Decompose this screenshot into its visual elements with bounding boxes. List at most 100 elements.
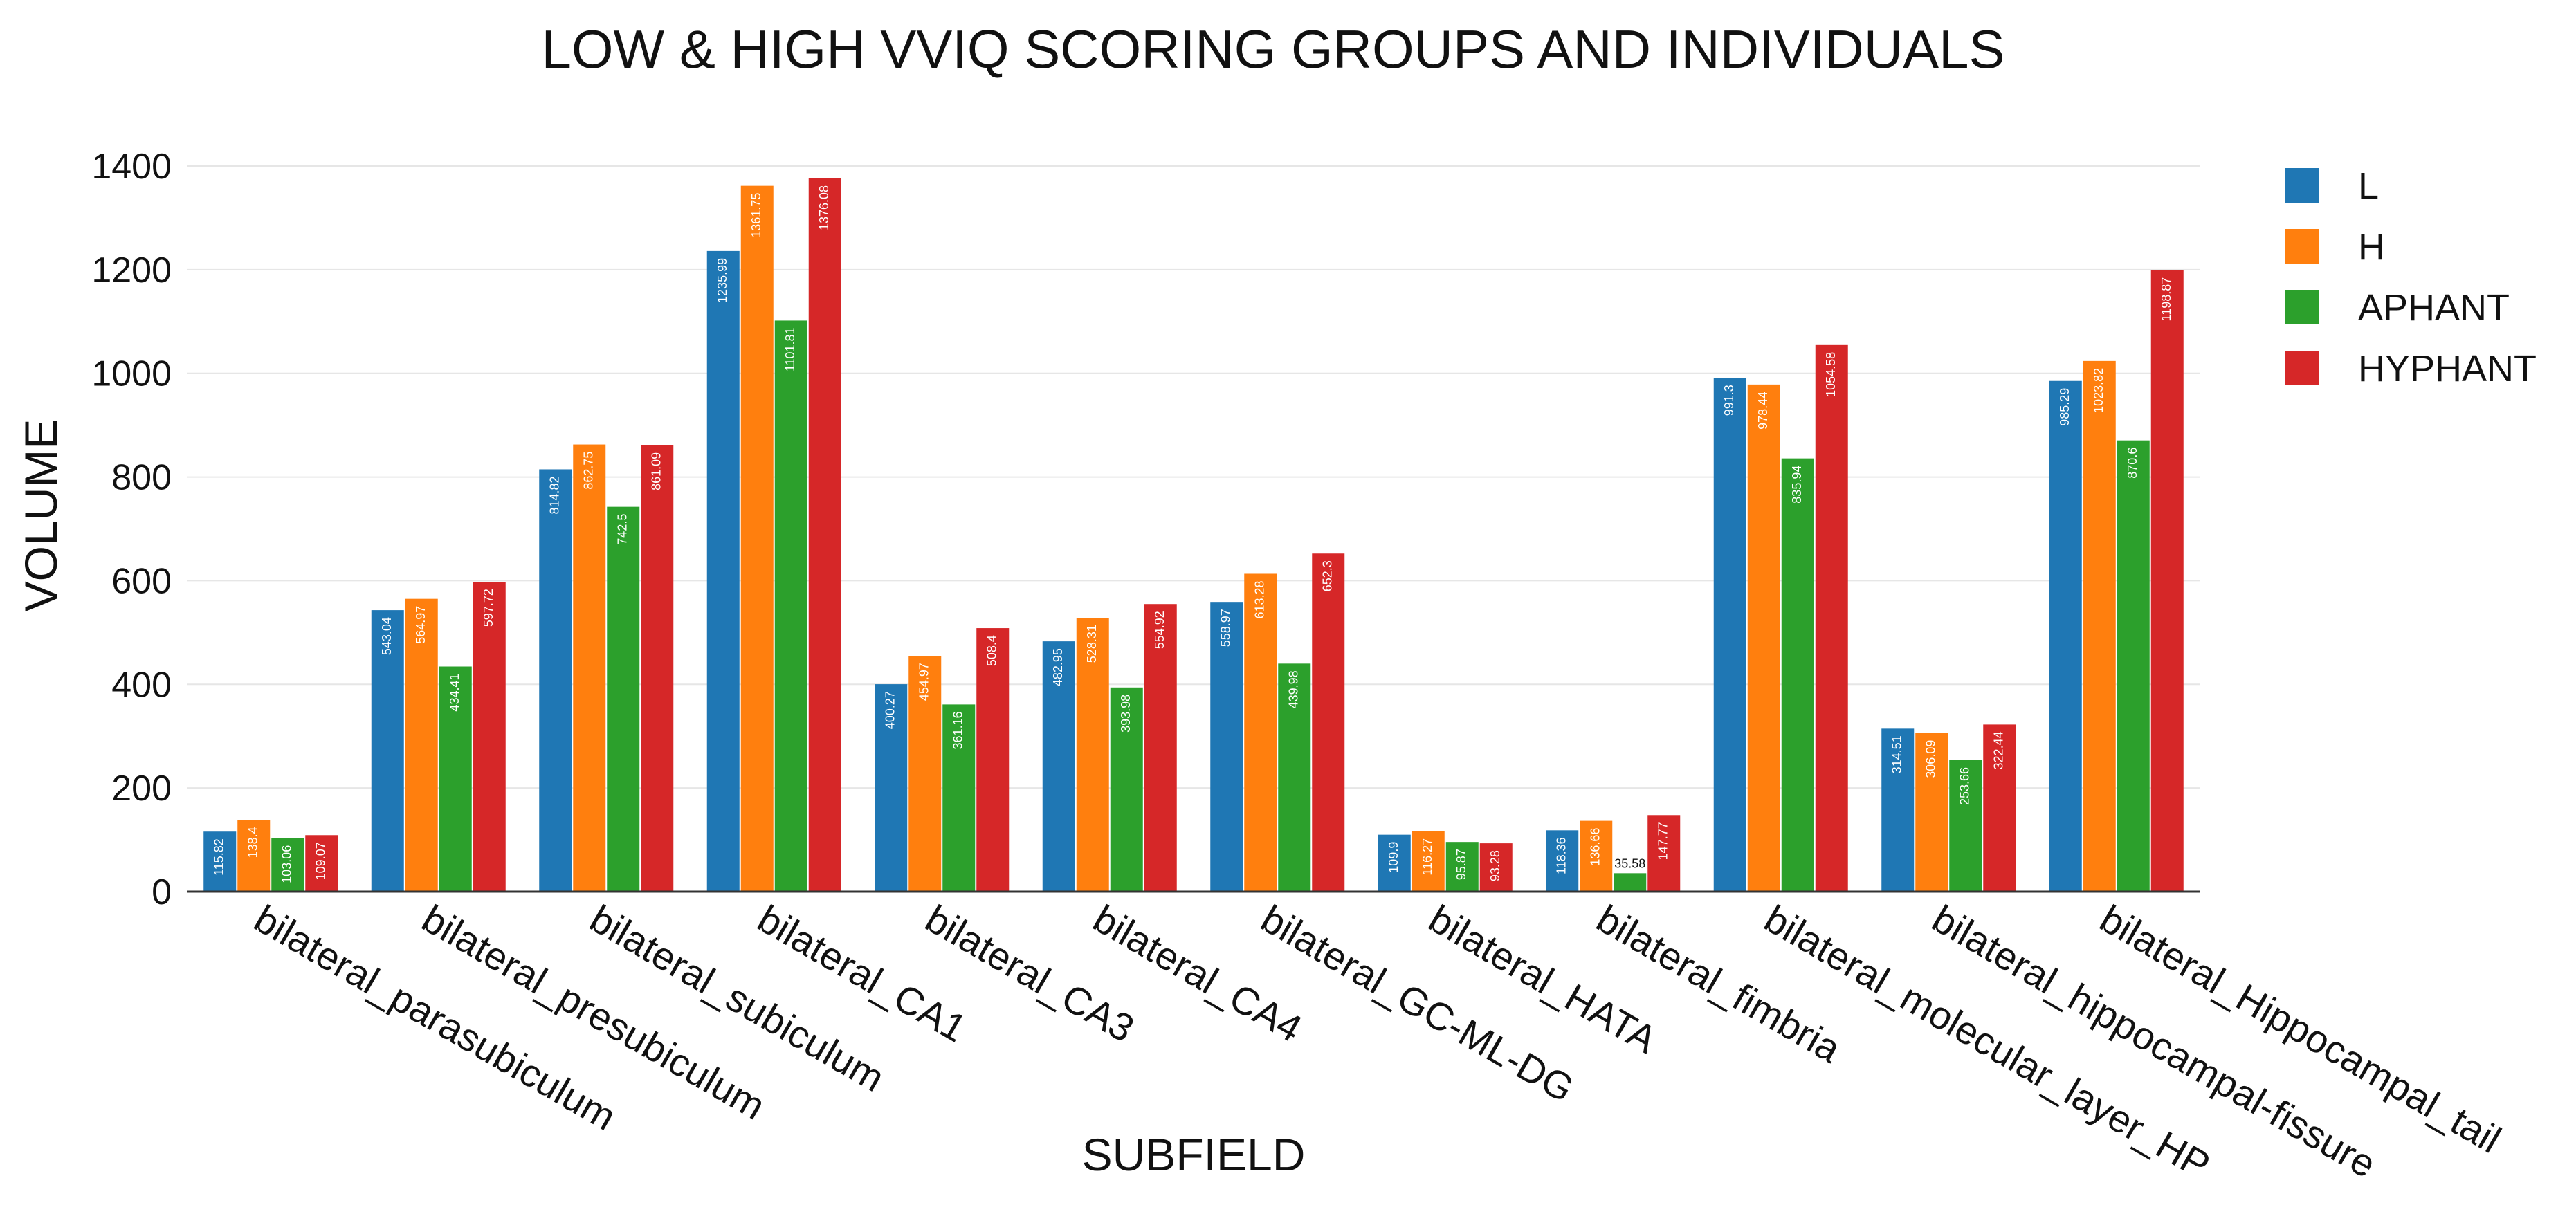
bar [706, 250, 740, 892]
bar [371, 610, 404, 892]
bar [1042, 641, 1075, 892]
bar-data-label: 115.82 [212, 838, 226, 876]
bar-data-label: 508.4 [985, 635, 999, 666]
y-tick-label: 1400 [91, 147, 172, 187]
legend-label: L [2358, 165, 2379, 207]
bar-data-label: 742.5 [616, 514, 630, 545]
bar [976, 628, 1010, 892]
bar [1546, 830, 1579, 892]
bar-data-label: 652.3 [1321, 560, 1335, 591]
bar [875, 684, 908, 892]
bar-data-label: 978.44 [1756, 392, 1770, 430]
bar-data-label: 138.4 [246, 827, 260, 858]
bar [942, 704, 976, 892]
bar [1580, 820, 1613, 892]
bar-data-label: 393.98 [1119, 695, 1133, 733]
bar-data-label: 1023.82 [2092, 368, 2105, 413]
bar [1210, 602, 1243, 892]
bar-data-label: 253.66 [1958, 767, 1972, 805]
grid-lines [187, 165, 2200, 789]
legend-swatch [2285, 290, 2319, 324]
bar-data-label: 1376.08 [817, 185, 831, 230]
legend-swatch [2285, 168, 2319, 203]
bar-data-label: 93.28 [1488, 850, 1502, 881]
bar [2083, 360, 2116, 892]
bar [1445, 842, 1479, 892]
bar-data-label: 1361.75 [749, 193, 763, 238]
bar-data-label: 862.75 [582, 452, 596, 490]
legend-label: H [2358, 226, 2385, 268]
bar [1378, 834, 1411, 892]
bar-data-label: 597.72 [482, 589, 495, 627]
bar [237, 820, 271, 892]
legend-swatch [2285, 229, 2319, 264]
bar-data-label: 118.36 [1555, 837, 1569, 874]
bar-data-label: 103.06 [280, 845, 294, 883]
bar [2117, 440, 2150, 892]
legend-swatch [2285, 351, 2319, 385]
x-axis-title: SUBFIELD [1082, 1129, 1306, 1180]
bar [1781, 458, 1814, 892]
bar [1949, 760, 1982, 892]
bar-data-label: 558.97 [1219, 609, 1233, 647]
x-category-label: bilateral_GC-ML-DG [1254, 896, 1581, 1111]
bar-data-label: 109.9 [1387, 842, 1400, 873]
bar-data-label: 613.28 [1253, 580, 1267, 618]
y-axis-ticks: 0 200 400 600 800 1000 1200 1400 [91, 147, 172, 912]
y-tick-label: 600 [111, 561, 172, 601]
y-tick-label: 200 [111, 769, 172, 809]
bar [305, 835, 338, 892]
bar [740, 185, 774, 892]
bar [1915, 733, 1948, 892]
y-axis-title: VOLUME [15, 419, 66, 612]
bar [1747, 384, 1780, 892]
bar [1110, 687, 1143, 892]
bar-data-label: 814.82 [548, 476, 562, 514]
bar-data-label: 564.97 [414, 606, 428, 644]
bar [2150, 270, 2184, 892]
bar-data-label: 528.31 [1085, 625, 1099, 663]
bar-data-label: 322.44 [1992, 731, 2006, 769]
bar-data-label: 147.77 [1656, 822, 1670, 860]
y-tick-label: 400 [111, 665, 172, 705]
bar-data-label: 454.97 [917, 663, 931, 701]
bar [1312, 553, 1345, 892]
bar-data-label: 306.09 [1924, 740, 1938, 778]
bar [573, 444, 606, 892]
y-tick-label: 0 [152, 872, 172, 912]
bar-data-label: 314.51 [1890, 735, 1904, 773]
bar-data-label: 136.66 [1589, 828, 1602, 866]
bar [1076, 618, 1109, 892]
bar-data-labels: 115.82 543.04 814.82 1235.99 400.27 482.95 558… [212, 185, 2174, 883]
bar [405, 598, 438, 892]
bar-data-label: 95.87 [1454, 849, 1468, 880]
bar [473, 582, 506, 892]
bar-data-label: 835.94 [1790, 466, 1804, 504]
bar [1881, 728, 1915, 892]
bar [203, 831, 237, 892]
bar [1713, 378, 1746, 892]
bar [1278, 663, 1311, 892]
bar [1614, 873, 1647, 892]
bar [1647, 815, 1681, 892]
bar-data-label: 482.95 [1051, 648, 1065, 686]
bar-data-label: 991.3 [1722, 385, 1736, 416]
bar-data-label: 1101.81 [783, 327, 797, 371]
bar [1244, 573, 1277, 892]
bar [539, 469, 572, 892]
bars [203, 178, 2184, 892]
legend: LH APHANT HYPHANT [2285, 165, 2537, 389]
bar [641, 445, 674, 892]
bar-data-label: 439.98 [1287, 670, 1301, 708]
bar [2049, 380, 2082, 892]
bar-data-label: 35.58 [1614, 856, 1645, 870]
bar-data-label: 434.41 [448, 674, 462, 712]
bar-data-label: 1235.99 [715, 258, 729, 303]
bar [1983, 724, 2016, 892]
bar-data-label: 1054.58 [1824, 352, 1838, 397]
bar-data-label: 870.6 [2126, 448, 2139, 479]
bar-data-label: 400.27 [884, 691, 897, 729]
bar-data-label: 1198.87 [2159, 277, 2173, 322]
bar [1412, 831, 1445, 892]
